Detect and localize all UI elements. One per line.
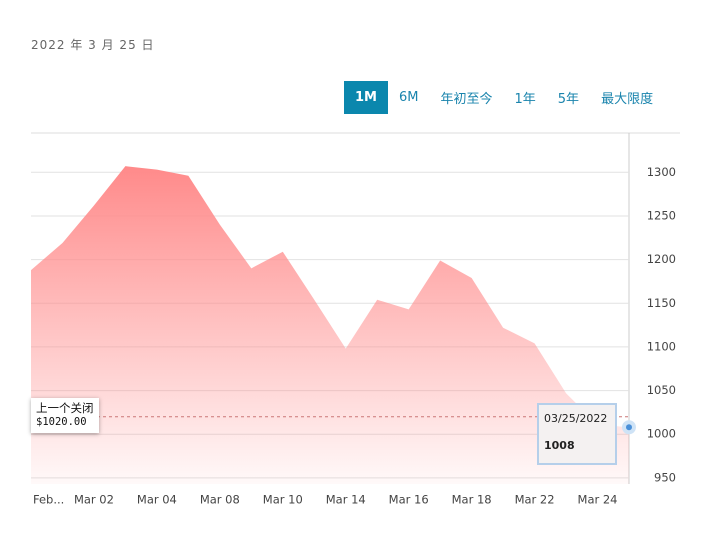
range-button[interactable]: 1M	[344, 81, 388, 114]
x-tick-label: Mar 14	[326, 493, 366, 507]
area	[31, 166, 629, 484]
reference-label: 上一个关闭	[36, 401, 94, 415]
range-button[interactable]: 5年	[547, 81, 590, 114]
reference-box: 上一个关闭 $1020.00	[31, 398, 99, 433]
x-tick-label: Mar 16	[389, 493, 429, 507]
x-tick-label: Mar 08	[200, 493, 240, 507]
x-tick-label: Mar 04	[137, 493, 177, 507]
y-tick-label: 1150	[647, 296, 676, 310]
hover-dot	[626, 424, 632, 431]
x-tick-label: Mar 10	[263, 493, 303, 507]
range-button[interactable]: 1年	[504, 81, 547, 114]
x-tick-label: Mar 22	[515, 493, 555, 507]
y-tick-label: 1200	[647, 252, 676, 266]
x-tick-label: Mar 18	[452, 493, 492, 507]
x-tick-label: Mar 02	[74, 493, 114, 507]
x-tick-label: Mar 24	[578, 493, 618, 507]
tooltip-date: 03/25/2022	[544, 412, 608, 425]
date-header: 2022 年 3 月 25 日	[31, 38, 155, 52]
range-button[interactable]: 年初至今	[429, 81, 503, 114]
y-tick-label: 1250	[647, 208, 676, 222]
y-tick-label: 1000	[647, 427, 676, 441]
range-button[interactable]: 6M	[388, 81, 430, 114]
range-button[interactable]: 最大限度	[590, 81, 664, 114]
y-tick-label: 1100	[647, 339, 676, 353]
y-tick-label: 1300	[647, 165, 676, 179]
tooltip: 03/25/2022 1008	[537, 403, 617, 465]
reference-value: $1020.00	[36, 416, 87, 428]
range-buttons: 1M 6M 年初至今 1年 5年 最大限度	[344, 81, 664, 114]
y-tick-label: 1050	[647, 383, 676, 397]
x-tick-label: Feb...	[33, 493, 64, 507]
tooltip-value: 1008	[544, 439, 575, 452]
y-tick-label: 950	[654, 470, 676, 484]
